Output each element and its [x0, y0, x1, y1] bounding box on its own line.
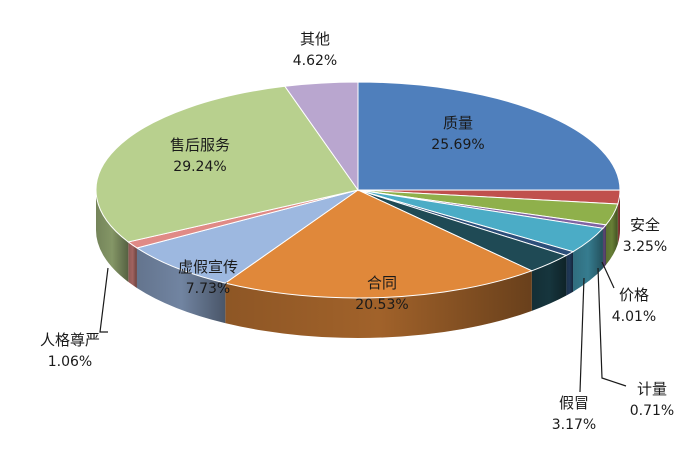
leader-line-6	[580, 278, 584, 392]
slice-label-name: 虚假宣传	[178, 258, 238, 276]
pie-slice-side-shade-9	[128, 242, 137, 288]
pie-slice-质量	[358, 82, 620, 190]
leader-line-9	[100, 268, 108, 332]
slice-label-percent: 4.01%	[612, 309, 656, 325]
slice-label-name: 假冒	[559, 394, 589, 412]
slice-label-percent: 29.24%	[173, 159, 226, 175]
pie-slice-side-shade-5	[566, 252, 573, 296]
slice-label-name: 人格尊严	[40, 331, 100, 349]
slice-label-name: 安全	[630, 216, 660, 234]
slice-label-percent: 3.17%	[552, 417, 596, 433]
slice-label-name: 价格	[619, 286, 649, 304]
pie-slices	[96, 82, 620, 298]
slice-label-name: 售后服务	[170, 136, 230, 154]
slice-label-name: 其他	[300, 30, 330, 48]
slice-label-percent: 25.69%	[431, 137, 484, 153]
leader-line-4	[602, 262, 614, 288]
slice-label-percent: 7.73%	[186, 281, 230, 297]
slice-label-percent: 1.06%	[48, 354, 92, 370]
slice-label-percent: 0.71%	[630, 403, 674, 419]
slice-label-name: 质量	[443, 114, 473, 132]
slice-label-percent: 3.25%	[623, 239, 667, 255]
slice-label-percent: 4.62%	[293, 53, 337, 69]
slice-label-name: 计量	[637, 380, 667, 398]
slice-label-percent: 20.53%	[355, 297, 408, 313]
slice-label-name: 合同	[367, 274, 397, 292]
pie-slice-side-shade-3	[603, 225, 606, 268]
